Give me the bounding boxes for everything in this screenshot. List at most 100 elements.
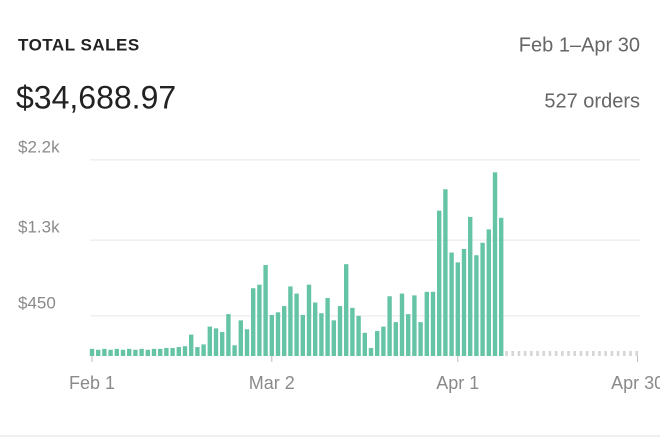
bar bbox=[344, 264, 349, 356]
bar bbox=[176, 347, 181, 356]
bar bbox=[108, 349, 113, 356]
bar bbox=[381, 326, 386, 356]
bar bbox=[523, 351, 527, 356]
bar bbox=[207, 326, 212, 356]
bar bbox=[387, 296, 392, 356]
bar bbox=[561, 351, 564, 356]
bar bbox=[567, 351, 570, 356]
orders: 527 orders bbox=[544, 90, 640, 112]
bar bbox=[170, 347, 175, 356]
bar bbox=[579, 351, 583, 356]
bar bbox=[610, 351, 614, 356]
bar bbox=[492, 172, 498, 356]
bar bbox=[554, 351, 558, 356]
bar bbox=[455, 262, 460, 356]
bar bbox=[306, 284, 312, 356]
bar bbox=[288, 286, 293, 356]
y-tick-label: $450 bbox=[18, 293, 56, 312]
bar bbox=[437, 210, 442, 356]
bar bbox=[251, 288, 256, 356]
x-tick-label: Apr 1 bbox=[436, 373, 479, 393]
bar bbox=[548, 351, 552, 356]
bar bbox=[331, 320, 336, 356]
bar bbox=[220, 331, 225, 356]
bar bbox=[616, 351, 620, 356]
bar bbox=[145, 349, 150, 356]
date-range: Feb 1–Apr 30 bbox=[519, 34, 640, 56]
bar bbox=[282, 306, 287, 356]
bar bbox=[294, 293, 299, 356]
bar bbox=[127, 348, 132, 356]
x-tick-label: Mar 2 bbox=[249, 373, 295, 393]
title: TOTAL SALES bbox=[18, 35, 140, 54]
bar bbox=[263, 265, 268, 356]
bar bbox=[300, 314, 305, 356]
bar bbox=[96, 349, 101, 356]
bar bbox=[375, 331, 380, 356]
bar bbox=[573, 351, 577, 356]
bar bbox=[393, 322, 398, 356]
bar bbox=[226, 314, 231, 356]
bar bbox=[238, 320, 243, 356]
bar bbox=[536, 351, 539, 356]
bar bbox=[604, 351, 608, 356]
bar bbox=[461, 249, 467, 356]
bar bbox=[443, 189, 448, 356]
bar bbox=[368, 347, 374, 356]
bar bbox=[244, 329, 250, 356]
bar bbox=[114, 348, 119, 356]
bar bbox=[406, 314, 411, 356]
bar bbox=[313, 302, 318, 356]
bar bbox=[418, 322, 423, 356]
bar bbox=[89, 348, 95, 356]
x-tick-label: Feb 1 bbox=[69, 373, 115, 393]
bar bbox=[269, 314, 274, 356]
bar bbox=[629, 351, 632, 356]
bar bbox=[158, 348, 163, 356]
bar bbox=[530, 351, 533, 356]
bar bbox=[139, 348, 144, 356]
y-tick-label: $1.3k bbox=[18, 218, 60, 237]
bar bbox=[486, 229, 491, 356]
bar bbox=[120, 349, 126, 356]
bar bbox=[201, 344, 206, 356]
bar bbox=[275, 312, 281, 356]
bar bbox=[474, 255, 479, 356]
bar bbox=[319, 313, 324, 356]
bar bbox=[399, 293, 405, 356]
bar bbox=[499, 217, 504, 356]
bar bbox=[542, 351, 546, 356]
bar bbox=[195, 347, 200, 356]
bar bbox=[511, 351, 515, 356]
bar bbox=[257, 284, 262, 356]
bar bbox=[517, 351, 521, 356]
bar bbox=[232, 345, 237, 356]
bar bbox=[337, 306, 343, 356]
bar bbox=[164, 347, 169, 356]
bar bbox=[430, 291, 436, 356]
bar bbox=[189, 334, 194, 356]
bar bbox=[151, 348, 157, 356]
bar bbox=[424, 291, 429, 356]
bar bbox=[623, 351, 626, 356]
bar bbox=[325, 298, 330, 356]
bar bbox=[350, 307, 355, 356]
total: $34,688.97 bbox=[16, 79, 176, 115]
bar bbox=[598, 351, 601, 356]
bar bbox=[505, 351, 508, 356]
bar bbox=[468, 216, 473, 356]
bar bbox=[102, 348, 107, 356]
bar bbox=[585, 351, 589, 356]
bar bbox=[356, 315, 361, 356]
bar bbox=[449, 252, 454, 356]
bar bbox=[412, 295, 417, 356]
bar bbox=[592, 351, 595, 356]
bar bbox=[480, 242, 485, 356]
bar bbox=[133, 349, 138, 356]
bar bbox=[182, 346, 188, 356]
y-tick-label: $2.2k bbox=[18, 137, 60, 156]
bar bbox=[635, 351, 639, 356]
x-tick-label: Apr 30 bbox=[611, 373, 660, 393]
